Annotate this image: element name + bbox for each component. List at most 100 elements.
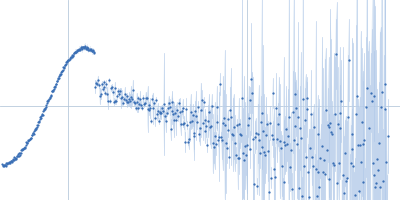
Point xyxy=(236,157,243,160)
Point xyxy=(45,99,51,103)
Point xyxy=(175,115,181,118)
Point xyxy=(152,116,158,119)
Point xyxy=(373,182,380,185)
Point xyxy=(308,112,314,116)
Point xyxy=(186,137,192,140)
Point xyxy=(106,79,112,82)
Point xyxy=(315,171,322,174)
Point xyxy=(253,132,259,135)
Point xyxy=(190,114,196,117)
Point xyxy=(25,139,31,142)
Point xyxy=(159,106,166,109)
Point xyxy=(164,111,170,115)
Point xyxy=(361,139,368,142)
Point xyxy=(376,141,382,144)
Point xyxy=(272,175,278,178)
Point xyxy=(277,139,283,142)
Point xyxy=(44,101,50,104)
Point xyxy=(268,133,275,136)
Point xyxy=(302,156,309,159)
Point xyxy=(355,143,361,146)
Point xyxy=(256,138,262,142)
Point xyxy=(78,46,84,49)
Point xyxy=(239,97,246,100)
Point xyxy=(65,58,72,61)
Point xyxy=(67,56,73,60)
Point xyxy=(124,100,131,104)
Point xyxy=(208,125,214,128)
Point xyxy=(299,194,305,197)
Point xyxy=(300,97,306,100)
Point xyxy=(243,154,249,157)
Point xyxy=(198,108,204,112)
Point xyxy=(173,119,179,122)
Point xyxy=(34,124,40,127)
Point xyxy=(76,47,82,50)
Point xyxy=(98,92,104,95)
Point xyxy=(51,86,57,89)
Point xyxy=(48,93,54,96)
Point xyxy=(282,143,288,147)
Point xyxy=(84,46,90,49)
Point xyxy=(378,106,384,109)
Point xyxy=(111,86,118,89)
Point xyxy=(227,108,234,112)
Point xyxy=(49,90,55,93)
Point xyxy=(74,49,80,53)
Point xyxy=(12,156,19,159)
Point xyxy=(53,82,59,85)
Point xyxy=(349,147,356,150)
Point xyxy=(39,113,45,116)
Point xyxy=(52,82,59,85)
Point xyxy=(317,157,324,160)
Point xyxy=(88,50,95,53)
Point xyxy=(204,144,210,147)
Point xyxy=(13,157,19,160)
Point xyxy=(40,113,46,116)
Point xyxy=(358,160,364,163)
Point xyxy=(311,125,317,128)
Point xyxy=(296,186,302,190)
Point xyxy=(252,135,258,138)
Point xyxy=(82,45,89,48)
Point xyxy=(41,108,47,112)
Point xyxy=(103,82,110,86)
Point xyxy=(3,164,9,167)
Point xyxy=(64,60,71,63)
Point xyxy=(141,103,147,106)
Point xyxy=(342,151,348,155)
Point xyxy=(59,69,66,72)
Point xyxy=(266,121,273,125)
Point xyxy=(89,49,96,52)
Point xyxy=(258,111,265,115)
Point xyxy=(65,58,71,61)
Point xyxy=(265,149,271,153)
Point xyxy=(5,161,12,164)
Point xyxy=(366,126,372,130)
Point xyxy=(41,108,48,111)
Point xyxy=(122,93,128,96)
Point xyxy=(280,181,287,184)
Point xyxy=(356,190,362,193)
Point xyxy=(144,107,151,110)
Point xyxy=(191,135,198,138)
Point xyxy=(343,180,349,183)
Point xyxy=(278,164,285,167)
Point xyxy=(19,148,25,151)
Point xyxy=(261,150,268,154)
Point xyxy=(324,123,331,127)
Point xyxy=(54,79,60,82)
Point xyxy=(181,121,188,124)
Point xyxy=(188,120,195,123)
Point xyxy=(209,105,215,108)
Point xyxy=(119,96,125,99)
Point xyxy=(35,120,42,123)
Point xyxy=(30,132,36,135)
Point xyxy=(172,111,178,114)
Point xyxy=(251,182,257,185)
Point xyxy=(67,55,74,58)
Point xyxy=(269,91,276,94)
Point xyxy=(274,138,280,141)
Point xyxy=(347,162,354,165)
Point xyxy=(48,90,55,93)
